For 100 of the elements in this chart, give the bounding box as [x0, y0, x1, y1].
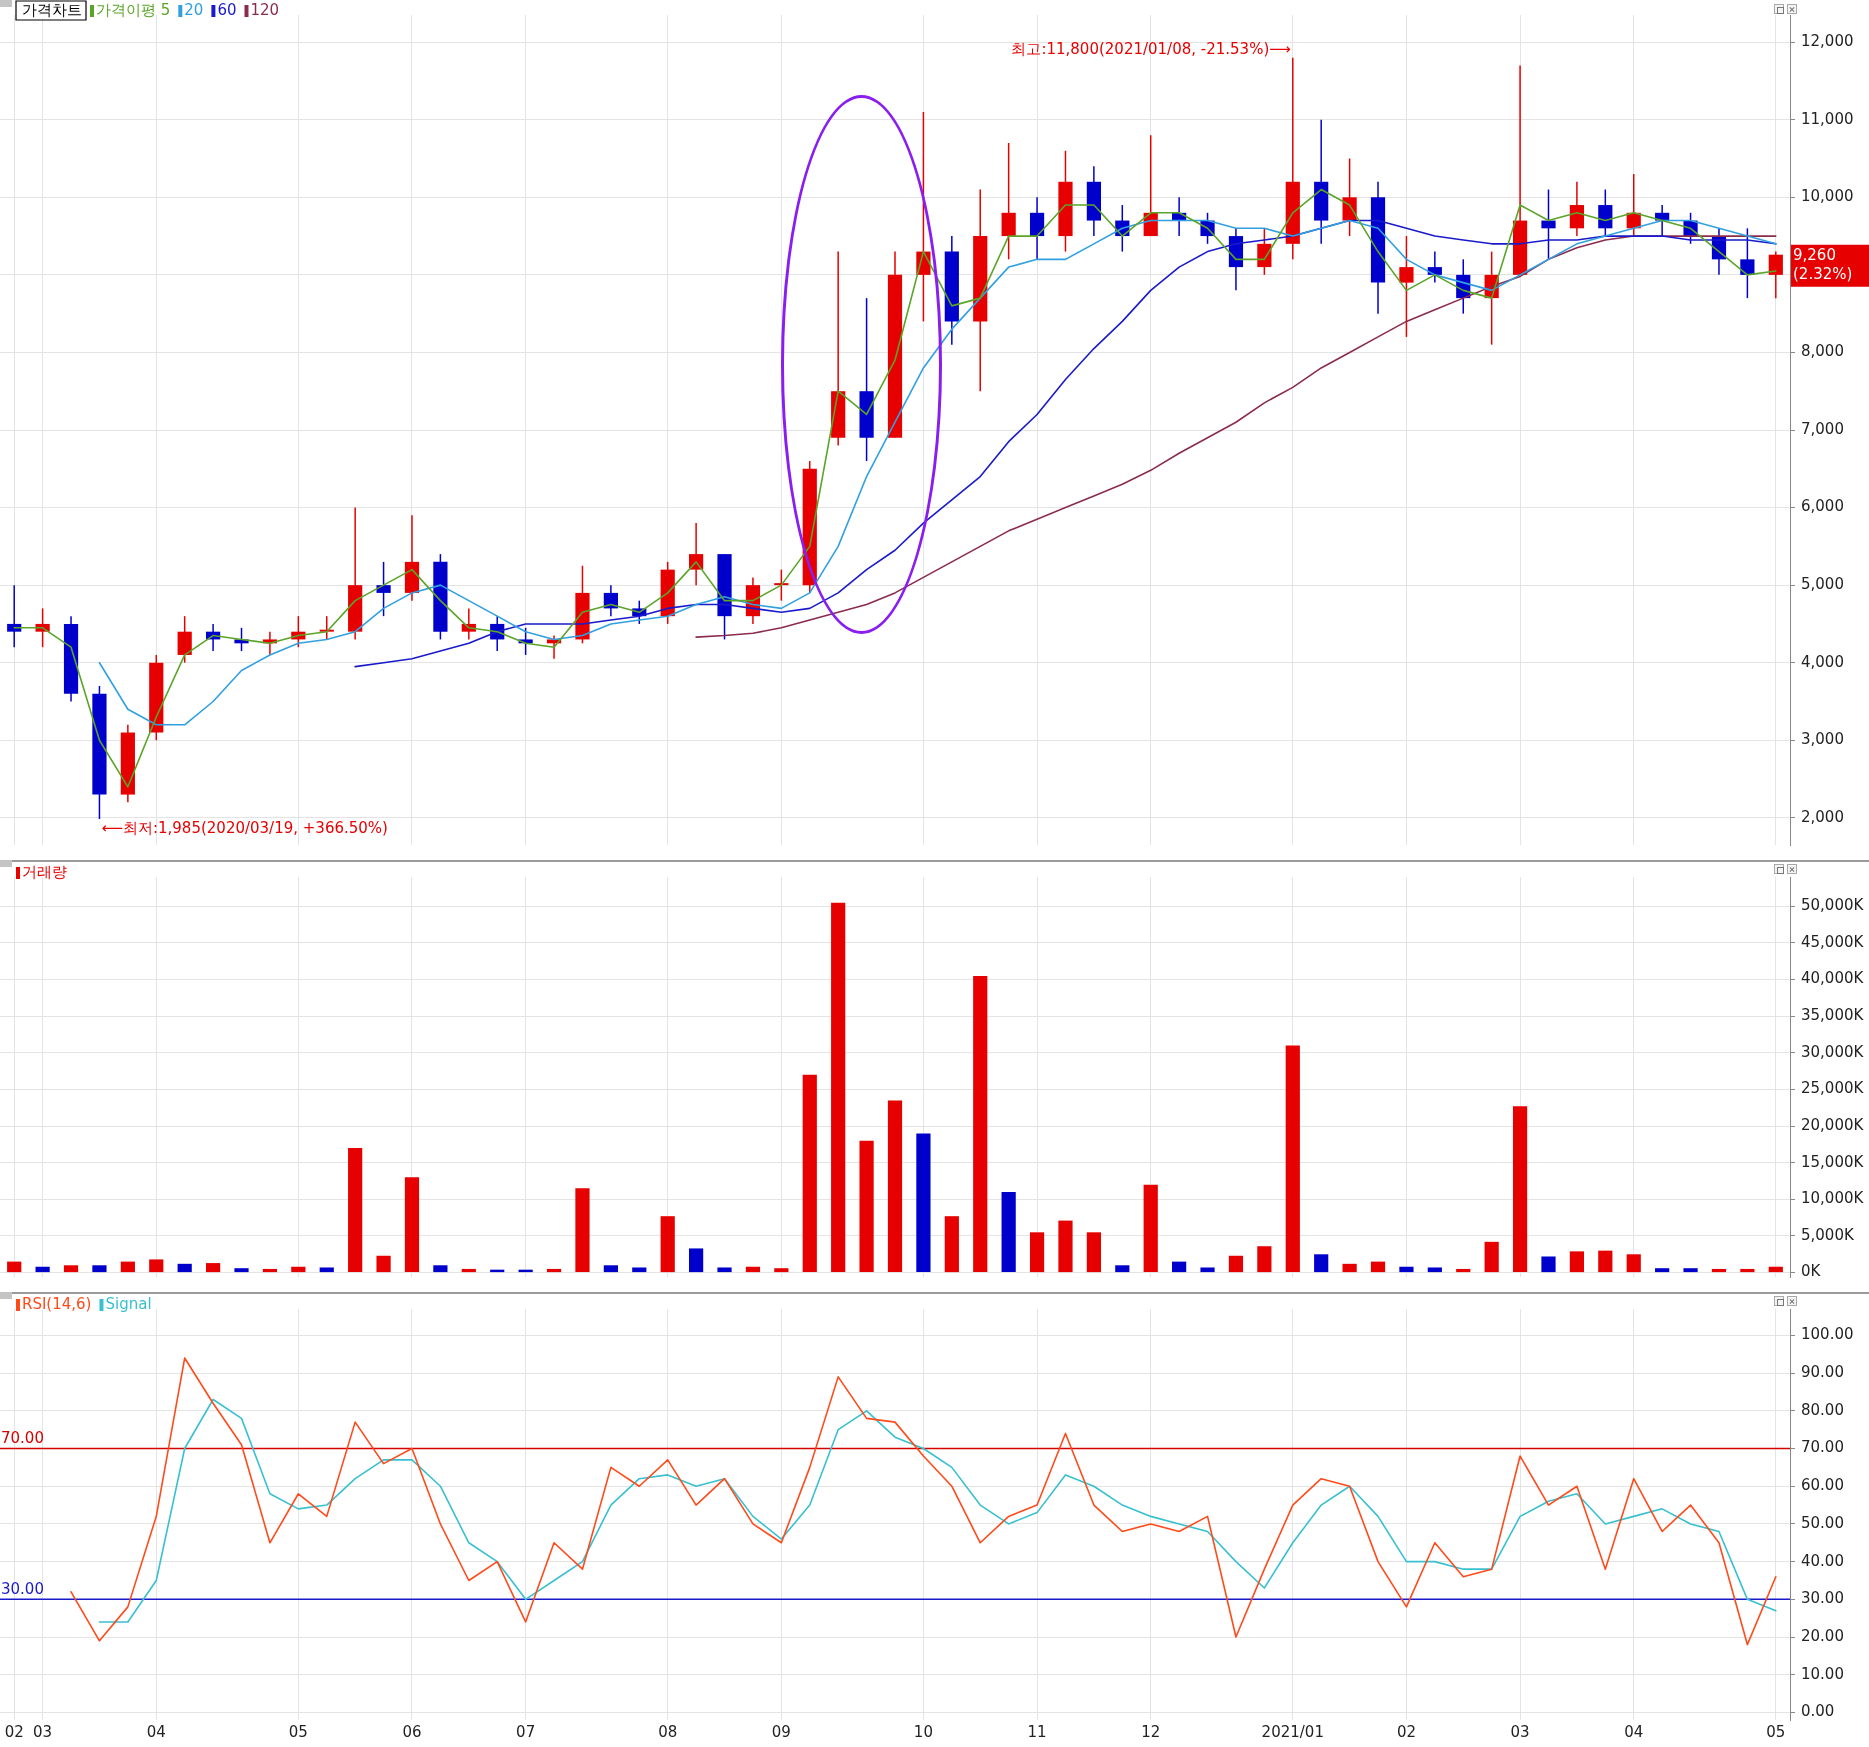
- bar: [717, 1267, 732, 1273]
- y-tick-label: 50.00: [1801, 1513, 1844, 1532]
- y-tick-label: 5,000K: [1801, 1225, 1855, 1244]
- y-tick-label: 8,000: [1801, 342, 1844, 361]
- bar: [291, 1266, 306, 1273]
- ref-line-label: 30.00: [1, 1579, 44, 1598]
- bar: [234, 1268, 249, 1273]
- x-tick-label: 10: [913, 1722, 933, 1741]
- annotation: 최고:11,800(2021/01/08, -21.53%)⟶: [1011, 39, 1291, 58]
- bar: [1768, 1266, 1783, 1273]
- bar: [1740, 1268, 1755, 1273]
- bar: [1200, 1267, 1215, 1273]
- bar: [404, 1177, 420, 1273]
- bar: [916, 1133, 931, 1273]
- bar: [149, 1259, 164, 1273]
- legend-label: 20: [184, 0, 204, 19]
- bar: [1257, 1246, 1272, 1273]
- chart-title: 가격차트: [22, 0, 82, 19]
- bar: [1626, 1254, 1641, 1273]
- x-tick-label: 09: [771, 1722, 791, 1741]
- x-tick-label: 08: [658, 1722, 678, 1741]
- candlestick: [177, 615, 192, 664]
- bar: [546, 1268, 562, 1273]
- text: 9,260 (2.32%): [1793, 245, 1853, 283]
- legend-label: 60: [217, 0, 237, 19]
- bar: [745, 1266, 761, 1273]
- y-tick-label: 4,000: [1801, 652, 1844, 671]
- x-tick-label: 02: [4, 1722, 24, 1741]
- y-tick-label: 25,000K: [1801, 1079, 1865, 1098]
- bar: [831, 902, 846, 1273]
- bar: [1058, 1220, 1073, 1273]
- y-tick-label: 20,000K: [1801, 1115, 1865, 1134]
- x-tick-label: 05: [1766, 1722, 1786, 1741]
- bar: [575, 1188, 590, 1273]
- y-tick-label: 12,000: [1801, 32, 1854, 51]
- y-tick-label: 10,000: [1801, 187, 1854, 206]
- bar: [1172, 1261, 1187, 1273]
- bar: [632, 1267, 647, 1273]
- bar: [1029, 1232, 1045, 1273]
- bar: [7, 1261, 22, 1273]
- legend-label: 120: [250, 0, 280, 19]
- bar: [1314, 1254, 1329, 1273]
- x-tick-label: 11: [1027, 1722, 1047, 1741]
- annotation: ⟵최저:1,985(2020/03/19, +366.50%): [101, 818, 388, 837]
- bar: [1456, 1268, 1471, 1273]
- legend-label: Signal: [105, 1294, 152, 1313]
- bar: [1285, 1045, 1300, 1273]
- y-tick-label: 5,000: [1801, 575, 1844, 594]
- bar: [348, 1148, 363, 1273]
- candlestick: [1001, 142, 1016, 261]
- bar: [660, 1216, 675, 1273]
- bar: [1342, 1263, 1357, 1273]
- y-tick-label: 6,000: [1801, 497, 1844, 516]
- y-tick-label: 0K: [1801, 1262, 1822, 1281]
- x-tick-label: 05: [288, 1722, 308, 1741]
- bar: [1115, 1265, 1130, 1273]
- y-tick-label: 10,000K: [1801, 1189, 1865, 1208]
- bar: [887, 1100, 903, 1273]
- y-tick-label: 3,000: [1801, 730, 1844, 749]
- bar: [1399, 1266, 1414, 1273]
- ref-line-label: 70.00: [1, 1428, 44, 1447]
- bar: [319, 1267, 334, 1273]
- y-tick-label: 45,000K: [1801, 932, 1865, 951]
- y-tick-label: 80.00: [1801, 1400, 1844, 1419]
- x-tick-label: 03: [33, 1722, 53, 1741]
- bar: [689, 1248, 704, 1273]
- y-tick-label: 35,000K: [1801, 1006, 1865, 1025]
- bar: [603, 1265, 618, 1273]
- bar: [1427, 1267, 1442, 1273]
- y-tick-label: 10.00: [1801, 1664, 1844, 1683]
- bar: [1569, 1251, 1585, 1273]
- x-tick-label: 04: [146, 1722, 166, 1741]
- bar: [120, 1261, 135, 1273]
- candlestick: [1598, 188, 1613, 237]
- x-tick-label: 12: [1141, 1722, 1161, 1741]
- y-tick-label: 11,000: [1801, 109, 1854, 128]
- y-tick-label: 20.00: [1801, 1626, 1844, 1645]
- bar: [92, 1265, 107, 1273]
- y-tick-label: 7,000: [1801, 419, 1844, 438]
- bar: [859, 1140, 874, 1273]
- bar: [177, 1263, 192, 1273]
- bar: [1143, 1184, 1158, 1273]
- bar: [1086, 1232, 1101, 1273]
- bar: [433, 1265, 448, 1273]
- bar: [1598, 1250, 1613, 1273]
- bar: [1541, 1256, 1556, 1273]
- bar: [973, 975, 988, 1273]
- y-tick-label: 50,000K: [1801, 896, 1865, 915]
- text: 가격이평 5: [96, 0, 171, 19]
- bar: [205, 1263, 221, 1273]
- bar: [774, 1268, 789, 1273]
- x-tick-label: 03: [1510, 1722, 1530, 1741]
- y-tick-label: 90.00: [1801, 1362, 1844, 1381]
- bar: [1001, 1192, 1016, 1273]
- bar: [63, 1265, 79, 1273]
- y-tick-label: 2,000: [1801, 807, 1844, 826]
- candlestick: [1427, 250, 1442, 284]
- bar: [1711, 1268, 1727, 1273]
- candlestick: [376, 561, 391, 617]
- x-tick-label: 2021/01: [1261, 1722, 1324, 1741]
